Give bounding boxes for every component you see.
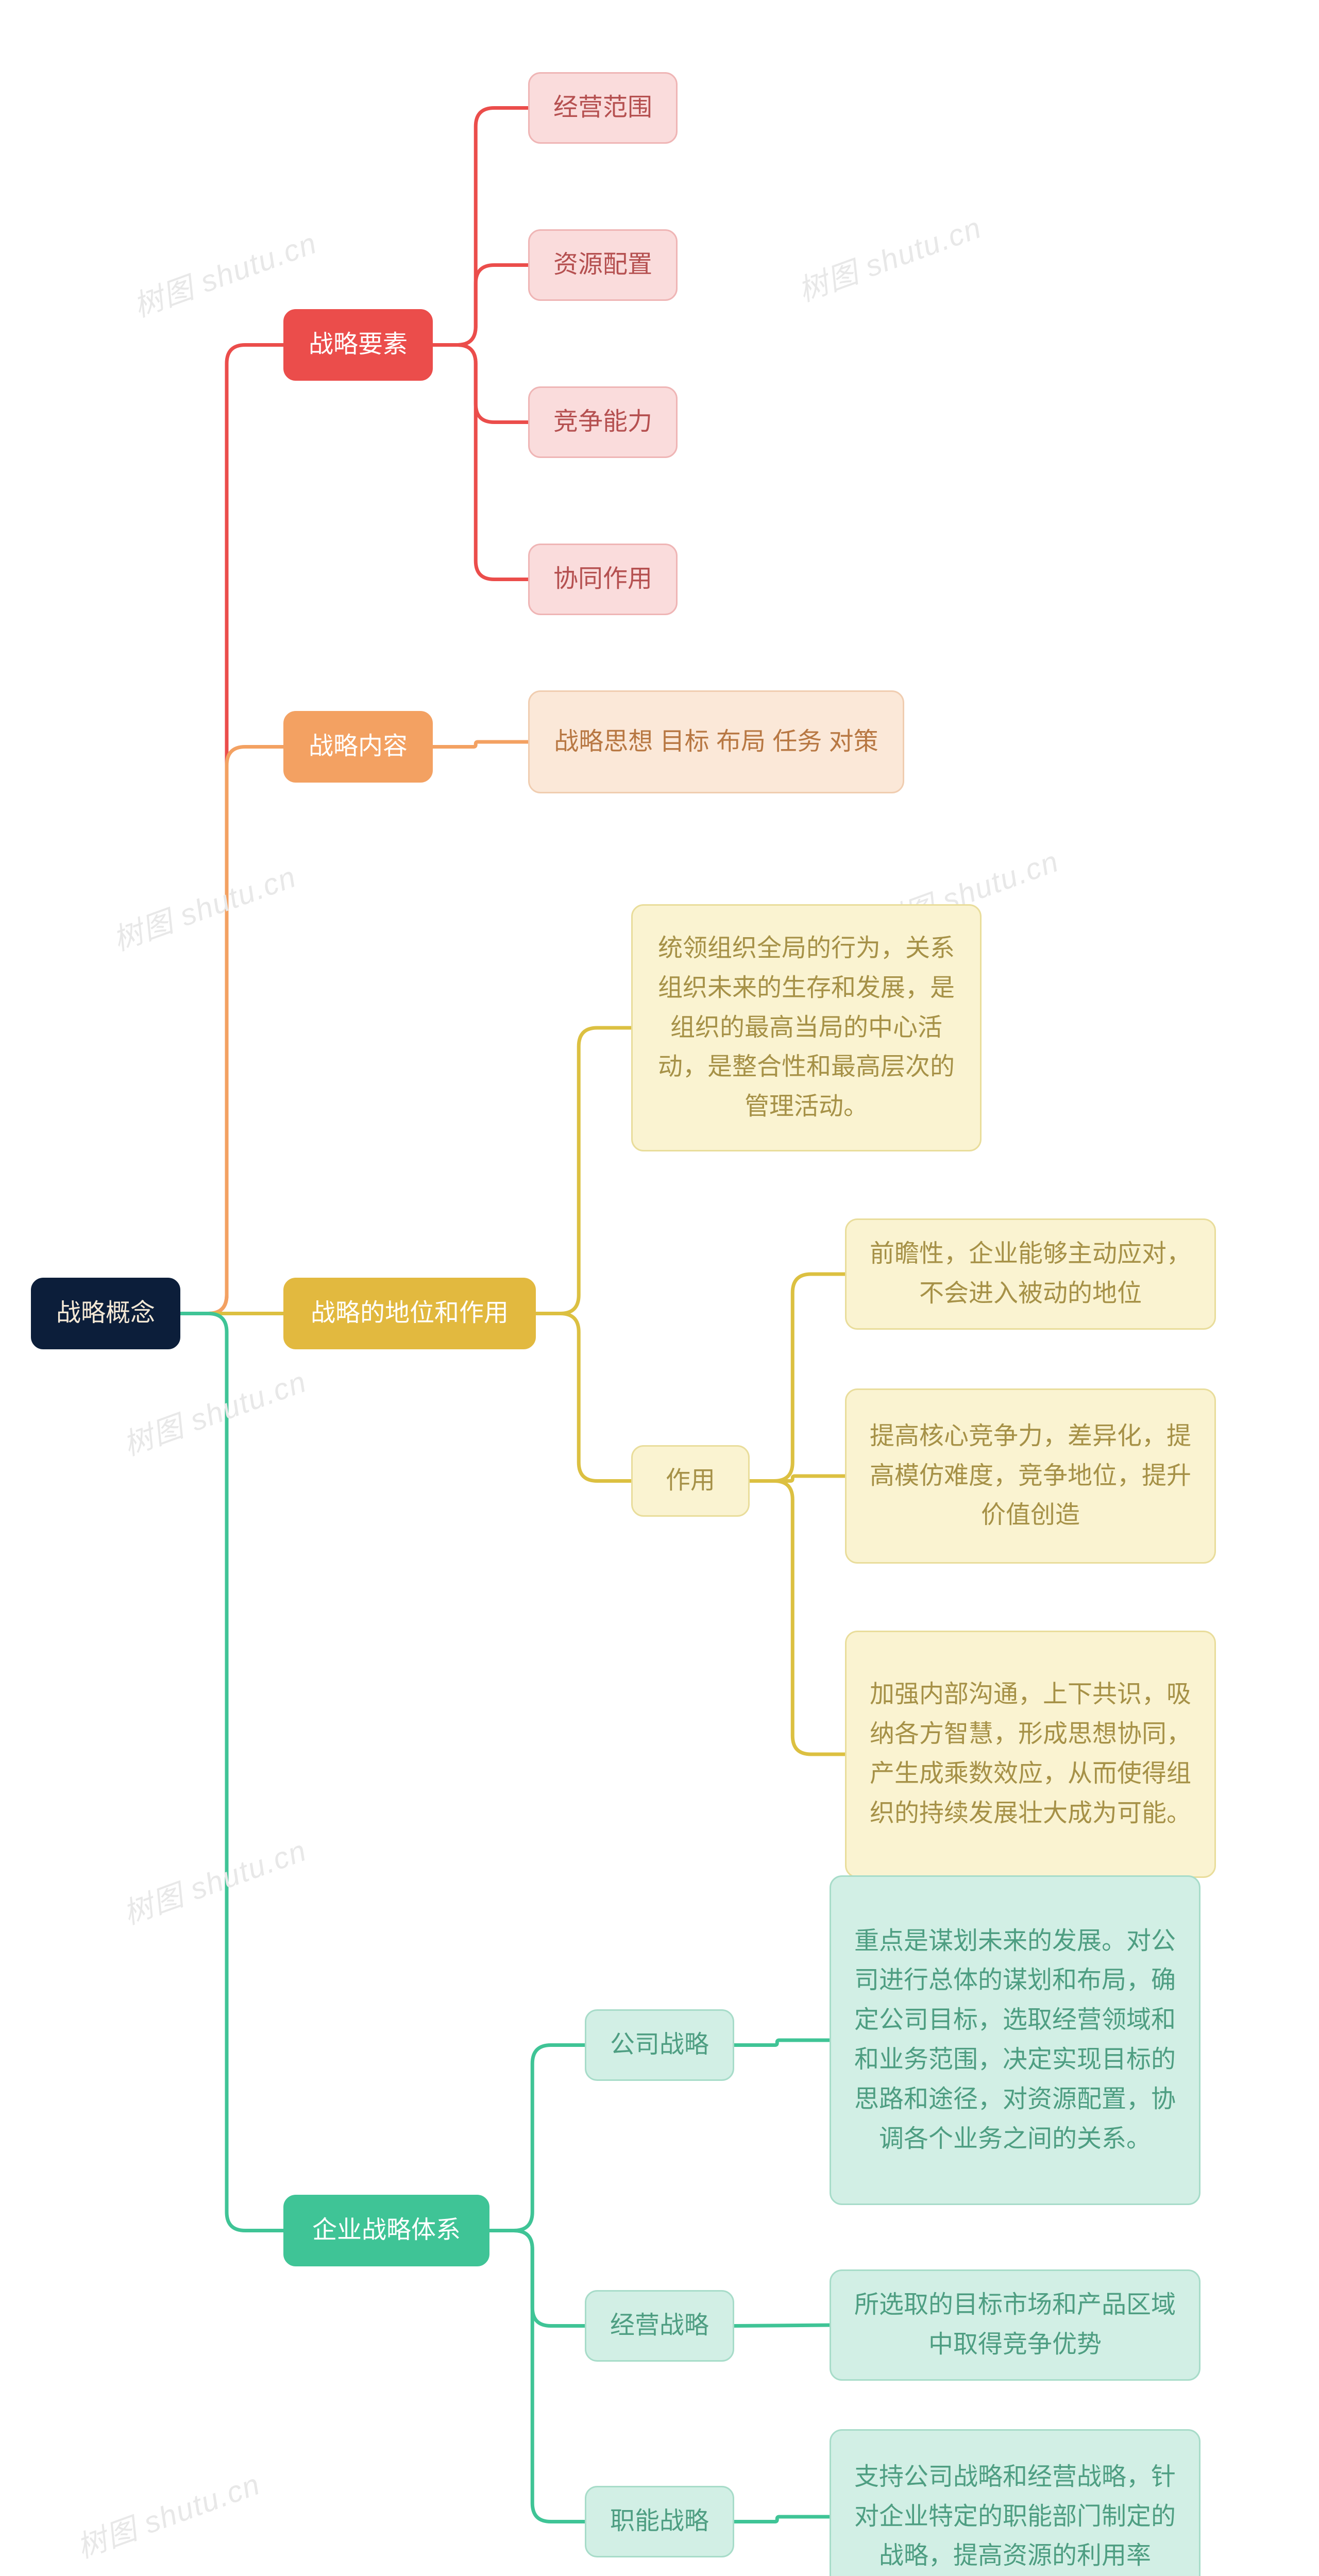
leaf-competitive[interactable]: 竞争能力 (528, 386, 678, 458)
branch-strategy-role[interactable]: 战略的地位和作用 (283, 1278, 536, 1349)
branch-strategy-elements[interactable]: 战略要素 (283, 309, 433, 381)
leaf-foresight[interactable]: 前瞻性，企业能够主动应对，不会进入被动的地位 (845, 1218, 1216, 1330)
node-corporate-strategy[interactable]: 公司战略 (585, 2009, 734, 2081)
watermark: 树图 shutu.cn (791, 204, 987, 310)
leaf-synergy[interactable]: 协同作用 (528, 544, 678, 615)
watermark: 树图 shutu.cn (70, 2460, 266, 2567)
watermark: 树图 shutu.cn (116, 1358, 312, 1464)
leaf-content-detail[interactable]: 战略思想 目标 布局 任务 对策 (528, 690, 904, 793)
leaf-functional-detail[interactable]: 支持公司战略和经营战略，针对企业特定的职能部门制定的战略，提高资源的利用率 (830, 2429, 1200, 2576)
leaf-overall-behavior[interactable]: 统领组织全局的行为，关系组织未来的生存和发展，是组织的最高当局的中心活动，是整合… (631, 904, 982, 1151)
node-functional-strategy[interactable]: 职能战略 (585, 2486, 734, 2557)
node-effects[interactable]: 作用 (631, 1445, 750, 1517)
branch-enterprise-system[interactable]: 企业战略体系 (283, 2195, 489, 2266)
leaf-communication[interactable]: 加强内部沟通，上下共识，吸纳各方智慧，形成思想协同，产生成乘数效应，从而使得组织… (845, 1631, 1216, 1878)
leaf-corporate-detail[interactable]: 重点是谋划未来的发展。对公司进行总体的谋划和布局，确定公司目标，选取经营领域和和… (830, 1875, 1200, 2205)
leaf-core-competence[interactable]: 提高核心竞争力，差异化，提高模仿难度，竞争地位，提升价值创造 (845, 1388, 1216, 1564)
leaf-resource[interactable]: 资源配置 (528, 229, 678, 301)
watermark: 树图 shutu.cn (116, 1826, 312, 1933)
node-business-strategy[interactable]: 经营战略 (585, 2290, 734, 2362)
branch-strategy-content[interactable]: 战略内容 (283, 711, 433, 783)
root-node[interactable]: 战略概念 (31, 1278, 180, 1349)
leaf-business-detail[interactable]: 所选取的目标市场和产品区域中取得竞争优势 (830, 2269, 1200, 2381)
leaf-scope[interactable]: 经营范围 (528, 72, 678, 144)
watermark: 树图 shutu.cn (106, 853, 302, 959)
